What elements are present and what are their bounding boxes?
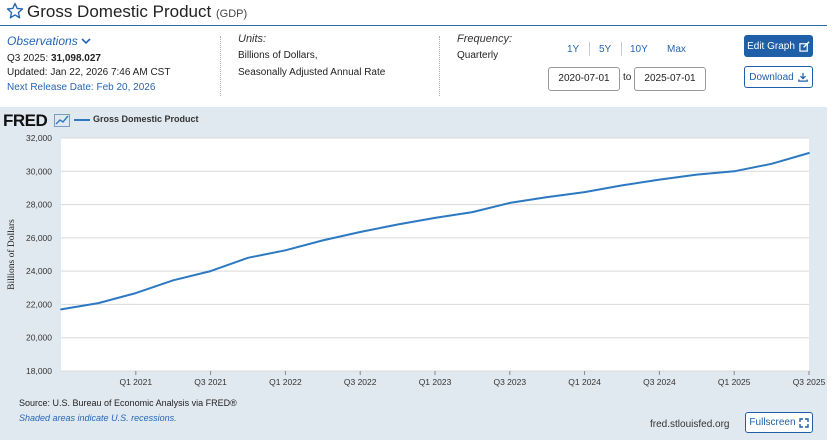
legend-swatch: [74, 119, 90, 121]
observation-period: Q3 2025:: [7, 53, 49, 64]
series-title: Gross Domestic Product: [27, 2, 212, 21]
range-max-button[interactable]: Max: [667, 44, 686, 55]
latest-observation: Q3 2025: 31,098.027: [7, 53, 101, 64]
y-tick-label: 30,000: [26, 166, 52, 176]
data-point: [583, 191, 586, 193]
recession-note: Shaded areas indicate U.S. recessions.: [19, 413, 177, 423]
divider: [589, 42, 590, 56]
fullscreen-button[interactable]: Fullscreen: [745, 412, 813, 433]
start-date-input[interactable]: 2020-07-01: [548, 67, 620, 91]
y-tick-label: 20,000: [26, 333, 52, 343]
units-label: Units:: [238, 33, 267, 45]
range-1y-button[interactable]: 1Y: [567, 44, 580, 55]
divider: [220, 36, 221, 96]
fullscreen-icon: [798, 417, 809, 428]
data-point: [434, 216, 436, 219]
data-point: [172, 279, 175, 282]
data-point: [808, 152, 810, 154]
fred-logo: FRED: [3, 111, 48, 130]
chevron-down-icon: [81, 38, 91, 45]
observations-label: Observations: [7, 34, 78, 48]
series-code: (GDP): [215, 8, 248, 20]
header-divider: [0, 25, 827, 26]
to-label: to: [623, 72, 632, 83]
data-point: [770, 162, 773, 165]
data-point: [733, 170, 736, 173]
fullscreen-label: Fullscreen: [749, 417, 796, 428]
updated-text: Updated: Jan 22, 2026 7:46 AM CST: [7, 67, 171, 78]
data-point: [60, 308, 62, 311]
units-line1: Billions of Dollars,: [238, 50, 318, 61]
x-tick-label: Q1 2025: [718, 377, 751, 387]
data-point: [321, 239, 324, 242]
x-tick-label: Q3 2022: [344, 377, 377, 387]
divider: [439, 36, 440, 96]
page-title: Gross Domestic Product (GDP): [27, 2, 247, 22]
data-point: [508, 202, 511, 204]
data-point: [134, 292, 137, 295]
source-text: Source: U.S. Bureau of Economic Analysis…: [19, 398, 237, 408]
y-tick-label: 24,000: [26, 266, 52, 276]
data-point: [658, 178, 661, 181]
gdp-line-chart: 18,000 20,000 22,000 24,000 26,000 28,000 30,0…: [6, 133, 826, 387]
x-tick-label: Q3 2021: [194, 377, 227, 387]
series-info: Observations Q3 2025: 31,098.027 Updated…: [0, 28, 833, 105]
download-icon: [797, 72, 808, 82]
data-point: [247, 256, 249, 259]
download-button[interactable]: Download: [744, 66, 813, 88]
x-tick-label: Q3 2023: [493, 377, 526, 387]
edit-icon: [799, 40, 810, 52]
x-tick-label: Q3 2024: [643, 377, 676, 387]
y-tick-label: 18,000: [26, 366, 52, 376]
plot-area: [61, 138, 809, 371]
star-icon[interactable]: [6, 2, 24, 20]
site-url: fred.stlouisfed.org: [650, 419, 730, 430]
data-point: [359, 231, 362, 233]
frequency-label: Frequency:: [457, 33, 513, 45]
end-date-input[interactable]: 2025-07-01: [634, 67, 706, 91]
next-release-link[interactable]: Next Release Date: Feb 20, 2026: [7, 82, 156, 93]
edit-graph-button[interactable]: Edit Graph: [744, 35, 813, 57]
range-5y-button[interactable]: 5Y: [599, 44, 612, 55]
y-tick-label: 22,000: [26, 299, 52, 309]
data-point: [284, 249, 287, 252]
data-point: [621, 184, 623, 187]
line-chart-icon: [54, 114, 70, 127]
x-tick-label: Q1 2021: [119, 377, 152, 387]
y-tick-label: 28,000: [26, 200, 52, 210]
observation-value: 31,098.027: [50, 53, 101, 64]
legend-label: Gross Domestic Product: [93, 114, 199, 124]
x-tick-label: Q1 2023: [419, 377, 452, 387]
y-tick-label: 32,000: [26, 133, 52, 143]
data-point: [97, 302, 100, 304]
data-point: [209, 270, 212, 273]
page-header: Gross Domestic Product (GDP): [0, 0, 833, 28]
y-tick-label: 26,000: [26, 233, 52, 243]
observations-dropdown[interactable]: Observations: [7, 34, 91, 48]
frequency-value: Quarterly: [457, 50, 499, 61]
data-point: [396, 223, 399, 226]
y-axis-label: Billions of Dollars: [6, 219, 17, 290]
data-point: [695, 173, 698, 176]
data-point: [471, 211, 474, 213]
x-tick-label: Q3 2025: [793, 377, 826, 387]
x-tick-label: Q1 2022: [269, 377, 302, 387]
divider: [621, 42, 622, 56]
range-10y-button[interactable]: 10Y: [630, 44, 648, 55]
data-point: [546, 196, 549, 198]
graph-panel: FRED Gross Domestic Product 18,000 20,000…: [0, 107, 827, 440]
x-tick-label: Q1 2024: [568, 377, 601, 387]
edit-graph-label: Edit Graph: [747, 40, 795, 52]
units-line2: Seasonally Adjusted Annual Rate: [238, 67, 386, 78]
download-label: Download: [749, 71, 794, 83]
